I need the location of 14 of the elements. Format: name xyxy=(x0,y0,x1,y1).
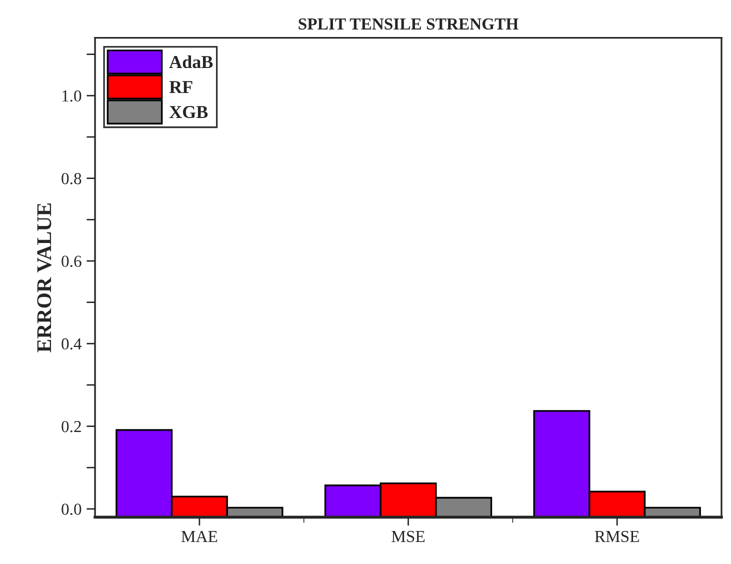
x-tick-label: MAE xyxy=(181,530,218,542)
legend-label: XGB xyxy=(169,106,208,118)
y-tick-label: 0.8 xyxy=(62,173,82,184)
y-tick-label: 0.0 xyxy=(62,504,82,515)
y-tick-label: 0.6 xyxy=(62,256,82,267)
legend-label: AdaB xyxy=(169,55,213,68)
y-tick-label: 1.0 xyxy=(62,90,82,102)
y-tick-label: 0.2 xyxy=(62,420,81,432)
legend-label: RF xyxy=(169,81,192,93)
y-tick-label: 0.4 xyxy=(62,338,82,350)
chart-title: SPLIT TENSILE STRENGTH xyxy=(298,18,518,30)
y-axis-title: ERROR VALUE xyxy=(37,203,52,352)
x-tick-label: MSE xyxy=(392,530,425,542)
x-tick-label: RMSE xyxy=(594,530,639,542)
